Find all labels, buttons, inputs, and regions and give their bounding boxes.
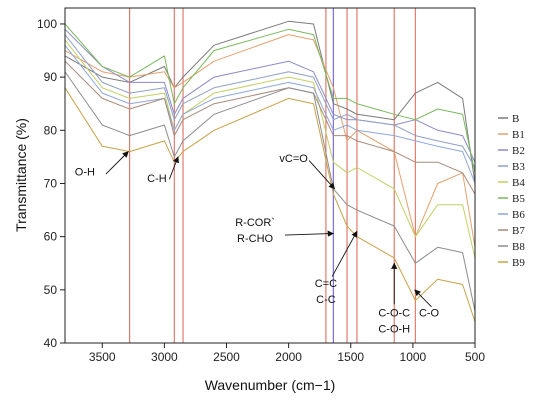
- series-line-B3: [65, 34, 475, 168]
- x-tick-label: 3000: [151, 350, 178, 364]
- annotation-arrow-1: [168, 156, 179, 180]
- series-line-B9: [65, 87, 475, 322]
- x-axis-title: Wavenumber (cm−1): [205, 377, 336, 393]
- y-tick-label: 70: [44, 176, 58, 190]
- annotation-label: vC=O: [279, 153, 308, 165]
- annotation-label: C=C: [315, 278, 337, 290]
- series-line-B2: [65, 28, 475, 163]
- x-tick-label: 1500: [337, 350, 364, 364]
- y-tick-label: 40: [44, 336, 58, 350]
- annotation-label: C-O-H: [378, 323, 410, 335]
- annotation-label: C-H: [147, 173, 167, 185]
- x-tick-label: 1000: [400, 350, 427, 364]
- annotation-label: C-O: [419, 307, 440, 319]
- annotation-label: C-O-C: [378, 307, 410, 319]
- annotations: O-H C-H vC=O R-COR` R-CHO C=C C-C C-O-C C-O-H C-O: [75, 151, 440, 335]
- plot-frame: [64, 7, 476, 344]
- series-line-B8: [65, 71, 475, 312]
- y-tick-label: 50: [44, 283, 58, 297]
- x-tick-label: 500: [465, 350, 485, 364]
- legend-label: B8: [512, 241, 525, 253]
- legend-label: B4: [512, 177, 525, 189]
- y-tick-label: 90: [44, 70, 58, 84]
- series-line-B1: [65, 34, 475, 248]
- legend-label: B: [512, 113, 519, 125]
- annotation-arrow-3: [284, 230, 334, 237]
- legend-label: B7: [512, 225, 525, 237]
- x-tick-label: 3500: [89, 350, 116, 364]
- annotation-label: O-H: [75, 167, 95, 179]
- legend: B B1 B2 B3 B4 B5 B6 B7 B8 B9: [498, 113, 525, 269]
- annotation-arrow-6: [414, 289, 432, 308]
- annotation-label: R-COR`: [235, 217, 275, 229]
- legend-label: B6: [512, 209, 525, 221]
- y-axis: 40 50 60 70 80 90 100: [37, 17, 65, 350]
- annotation-arrow-4: [331, 230, 358, 277]
- series-line-B6: [65, 44, 475, 184]
- x-tick-label: 2000: [275, 350, 302, 364]
- legend-label: B5: [512, 193, 525, 205]
- series-line-B: [65, 20, 475, 184]
- annotation-label: R-CHO: [237, 233, 273, 245]
- y-tick-label: 80: [44, 123, 58, 137]
- annotation-arrow-0: [105, 151, 129, 175]
- legend-label: B2: [512, 145, 525, 157]
- y-tick-label: 60: [44, 230, 58, 244]
- series-line-B4: [65, 39, 475, 259]
- y-axis-title: Transmittance (%): [13, 118, 29, 232]
- annotation-label: C-C: [316, 294, 336, 306]
- x-axis: 3500 3000 2500 2000 1500 1000 500: [89, 343, 485, 364]
- y-tick-label: 100: [37, 17, 57, 31]
- legend-label: B9: [512, 257, 525, 269]
- series-lines: [65, 20, 475, 322]
- x-tick-label: 2500: [213, 350, 240, 364]
- reference-lines: [129, 8, 416, 343]
- series-line-B5: [65, 23, 475, 173]
- annotation-arrow-2: [308, 160, 336, 190]
- legend-label: B1: [512, 129, 525, 141]
- legend-label: B3: [512, 161, 525, 173]
